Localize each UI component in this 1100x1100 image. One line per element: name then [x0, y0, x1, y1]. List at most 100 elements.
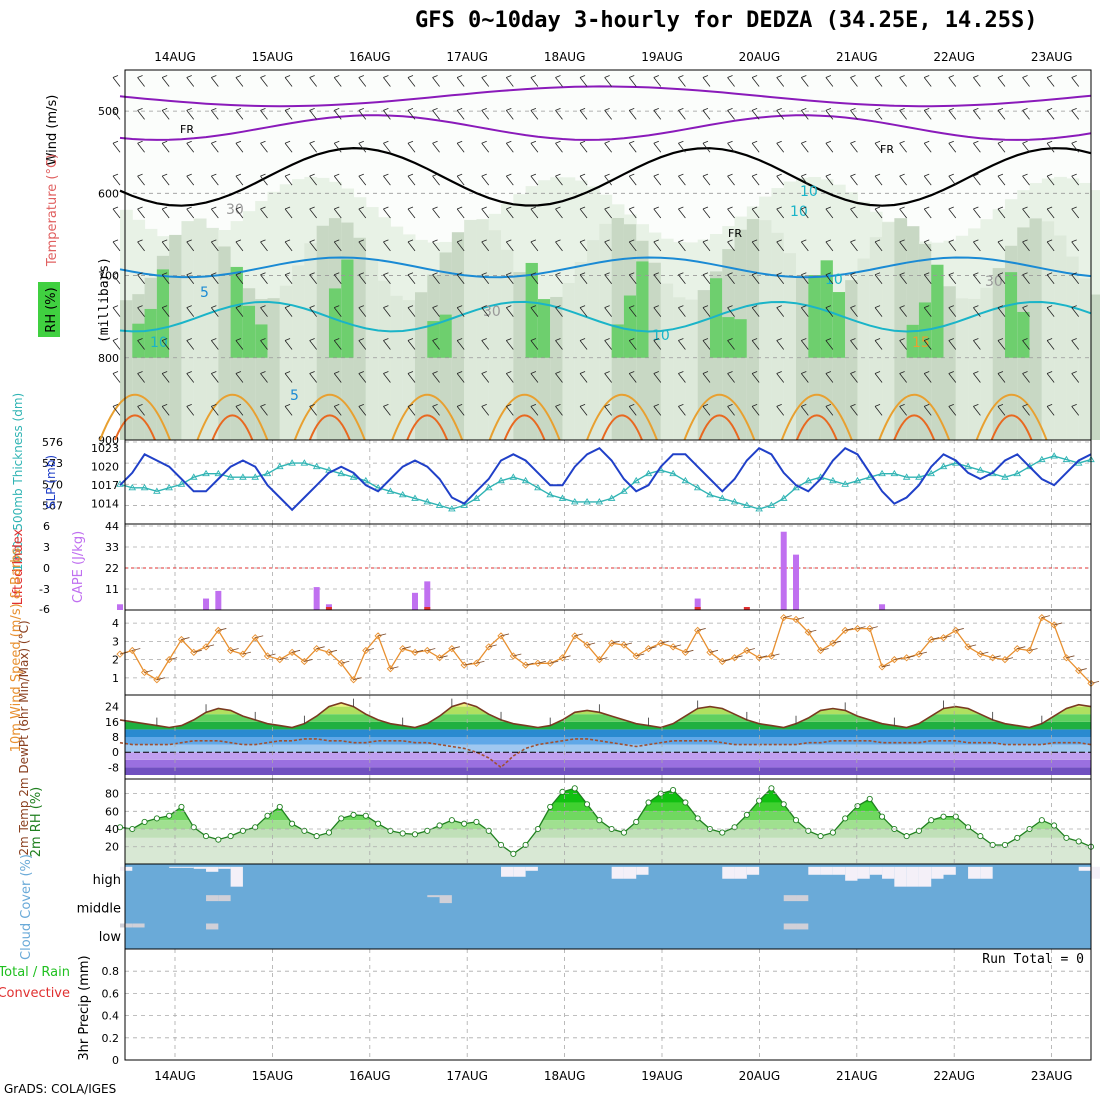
- wind-barb: [506, 307, 514, 317]
- precip-ytick: 0: [112, 1054, 119, 1067]
- wind-barb-10m: [967, 644, 977, 648]
- cloud-high-gap: [931, 866, 944, 879]
- wind-barb-flag: [407, 206, 414, 210]
- wind-barb: [776, 175, 785, 186]
- wind-barb-flag: [702, 272, 709, 276]
- wind-barb: [850, 373, 858, 383]
- wind-speed-point: [952, 626, 960, 635]
- wind-barb-flag: [235, 272, 242, 276]
- wind-barb: [481, 110, 490, 120]
- wind-barb-flag: [702, 75, 709, 78]
- wind-speed-point: [558, 654, 567, 662]
- wind-barb-flag: [874, 206, 881, 210]
- wind-barb-flag: [506, 75, 512, 78]
- wind-barb-flag: [874, 272, 881, 276]
- rh-point: [166, 812, 173, 819]
- wind-barb-flag: [629, 206, 635, 210]
- wind-barb-flag: [284, 272, 291, 276]
- run-total: Run Total = 0: [982, 952, 1084, 967]
- rh-point: [289, 820, 296, 827]
- wind-barb-flag: [162, 371, 168, 374]
- wind-barb: [678, 77, 686, 87]
- wind-speed-point: [915, 650, 923, 658]
- upper-ytick: 500: [98, 105, 119, 118]
- day-label-top: 18AUG: [544, 50, 586, 64]
- wind-barb: [555, 208, 563, 219]
- wind-barb: [506, 208, 514, 219]
- chart-title: GFS 0~10day 3-hourly for DEDZA (34.25E, …: [415, 8, 1038, 33]
- rh-band-50: [783, 253, 797, 440]
- wind-barb: [186, 241, 195, 252]
- wind-barb-flag: [629, 272, 635, 276]
- wind-barb: [1046, 406, 1055, 416]
- wind-barb: [1046, 208, 1055, 219]
- wind-barb-flag: [727, 75, 733, 78]
- wind-barb-flag: [727, 107, 733, 111]
- cloud-middle-gap: [783, 895, 797, 902]
- wind-barb: [579, 208, 588, 219]
- rh-band-50: [673, 297, 686, 440]
- wind-barb-flag: [751, 371, 758, 374]
- wind-barb-flag: [137, 371, 143, 374]
- rh-point: [780, 801, 787, 808]
- wind-barb: [432, 77, 440, 87]
- wind-barb-flag: [407, 140, 414, 144]
- rh-band-50: [550, 296, 563, 440]
- temp-bands: [125, 702, 1091, 775]
- cloud-high-gap: [808, 866, 821, 875]
- wind-barb-10m: [230, 648, 239, 651]
- wind-barb: [973, 373, 981, 383]
- wind-barb-10m: [439, 655, 448, 659]
- wind-barb-flag: [530, 305, 537, 309]
- contour-orange: [391, 394, 464, 441]
- wind-barb-10m: [144, 670, 153, 673]
- wind-barb: [186, 307, 195, 317]
- wind-barb: [235, 340, 244, 350]
- wind-barb-flag: [383, 140, 389, 144]
- wind-barb-flag: [407, 371, 414, 374]
- wind-barb: [383, 208, 391, 219]
- wind-barb-flag: [481, 173, 487, 177]
- wind-barb-flag: [530, 206, 537, 210]
- wind-speed-point: [386, 665, 395, 673]
- wind-barb: [112, 406, 121, 416]
- rh-point: [817, 833, 824, 840]
- wind-barb: [1046, 110, 1055, 120]
- wind-speed-point: [780, 614, 788, 622]
- wind-barb-flag: [776, 371, 782, 374]
- wind-speed-point: [964, 643, 972, 651]
- wind-barb: [235, 142, 244, 153]
- wind-barb-flag: [334, 75, 340, 78]
- day-label-bottom: 19AUG: [641, 1069, 683, 1083]
- contour-label: 30: [483, 304, 501, 320]
- wind-barb-flag: [506, 173, 512, 177]
- wind-barb-10m: [414, 649, 424, 653]
- wind-barb: [874, 241, 883, 252]
- rh-band-50: [882, 222, 895, 440]
- wind-barb: [432, 142, 440, 153]
- wind-barb-flag: [751, 403, 758, 407]
- thickness-point: [804, 476, 813, 484]
- dewpt-line: [119, 738, 1092, 769]
- wind-barb: [161, 208, 170, 219]
- wind-speed-point: [1001, 655, 1009, 664]
- wind-speed-point: [1075, 666, 1083, 675]
- rh-band-70: [636, 261, 650, 358]
- wind-barb-10m: [931, 637, 940, 640]
- rh-point: [497, 841, 505, 849]
- day-label-top: 14AUG: [154, 50, 196, 64]
- contour-deep-orange: [990, 414, 1033, 441]
- wind-barb-flag: [801, 107, 807, 111]
- wind-barb-flag: [432, 107, 438, 111]
- wind-barb-flag: [776, 140, 782, 144]
- wind-speed-point: [521, 661, 530, 669]
- wind-barb: [1071, 241, 1080, 252]
- rh-bands: [125, 788, 1091, 864]
- wind-barb-10m: [464, 662, 473, 666]
- wind-speed-point: [263, 652, 272, 660]
- wind-barb-flag: [702, 403, 709, 407]
- thickness-point: [534, 483, 542, 491]
- wind-barb-flag: [850, 140, 856, 144]
- contour-orange: [975, 394, 1048, 441]
- wind-barb-flag: [678, 371, 684, 374]
